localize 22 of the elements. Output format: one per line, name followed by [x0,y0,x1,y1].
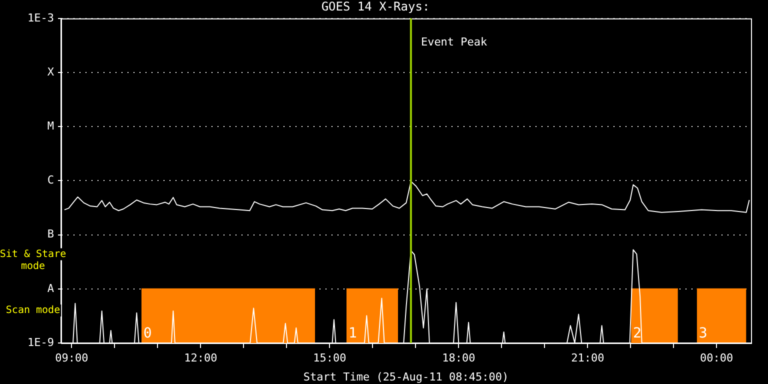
y-tick-label: A [47,282,54,295]
y-tick-label: C [47,174,54,187]
annotation: 0 [143,326,152,342]
y-tick-label: M [47,119,54,132]
chart-title: GOES 14 X-Rays: [321,0,430,14]
x-tick-label: 15:00 [313,351,346,364]
x-tick-label: 12:00 [184,351,218,364]
y-tick-label: X [47,65,54,78]
y-tick-label: 1E-3 [28,11,54,24]
annotation: 1 [348,326,357,342]
y-tick-label: 1E-9 [28,336,54,349]
annotation: Sit & Stare mode [0,248,66,272]
x-tick-label: 21:00 [571,351,604,364]
annotation: 2 [633,326,642,342]
x-tick-label: 09:00 [55,351,88,364]
ref-line-label: Event Peak [420,35,488,48]
y-tick-label: B [47,228,54,241]
annotation: 3 [698,326,708,342]
x-tick-label: 00:00 [700,351,734,364]
text: Scan mode [6,305,60,316]
x-axis-title: Start Time (25-Aug-11 08:45:00) [303,370,509,384]
x-tick-label: 18:00 [442,351,476,364]
